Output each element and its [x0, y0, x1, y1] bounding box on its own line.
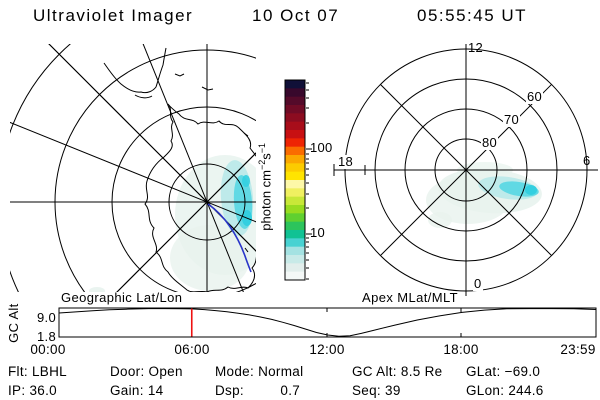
status-flt: Flt: LBHL [8, 364, 67, 379]
aurora-patch [242, 175, 250, 187]
app-title: Ultraviolet Imager [33, 6, 194, 25]
date-label: 10 Oct 07 [252, 6, 340, 25]
status-door: Door: Open [110, 364, 183, 379]
status-dsp: Dsp: 0.7 [215, 383, 301, 398]
xtick-1200: 12:00 [309, 342, 345, 357]
lat-80-label: 80 [481, 135, 499, 151]
status-mode: Mode: Normal [215, 364, 304, 379]
colorbar-unit-sup1: −2 [257, 159, 268, 170]
gcalt-ytick-9: 9.0 [37, 310, 56, 325]
colorbar-unit-mid: s [258, 153, 274, 160]
lat-70-label: 70 [503, 112, 521, 128]
status-gcalt: GC Alt: 8.5 Re [352, 364, 443, 379]
gcalt-ytick-1-8: 1.8 [37, 329, 56, 344]
aurora-patch [89, 287, 105, 292]
mlt-12-label: 12 [468, 40, 484, 55]
coastline [244, 247, 249, 253]
coastline [174, 73, 185, 77]
time-label: 05:55:45 UT [417, 6, 528, 25]
status-gain: Gain: 14 [110, 383, 164, 398]
xtick-0000: 00:00 [30, 342, 66, 357]
polar-caption: Apex MLat/MLT [362, 290, 458, 305]
gcalt-ylabel: GC Alt [5, 303, 21, 343]
status-seq: Seq: 39 [352, 383, 401, 398]
gc-alt-curve [58, 308, 596, 337]
colorbar [284, 79, 312, 281]
colorbar-tick-100: 100 [310, 140, 333, 155]
aurora-patch [525, 185, 537, 195]
colorbar-tick-10: 10 [310, 225, 326, 240]
lat-60-label: 60 [526, 89, 544, 105]
coastline [243, 132, 249, 137]
coastline [144, 103, 256, 292]
map-caption: Geographic Lat/Lon [61, 290, 183, 305]
colorbar-unit-sup2: −1 [257, 142, 268, 154]
xtick-0600: 06:00 [174, 342, 210, 357]
colorbar-unit-label: photon cm−2s−1 [257, 122, 274, 252]
colorbar-unit-pre: photon cm [258, 169, 274, 231]
gc-alt-plot [58, 307, 597, 338]
coastline [103, 47, 167, 94]
aurora-patch [170, 225, 250, 291]
xtick-2359: 23:59 [560, 342, 596, 357]
apex-polar-panel [333, 44, 598, 296]
mlt-6-label: 6 [583, 153, 591, 168]
status-glat: GLat: −69.0 [466, 364, 541, 379]
xtick-1800: 18:00 [443, 342, 479, 357]
aurora-patch [428, 212, 452, 228]
geographic-map-panel [10, 44, 256, 292]
status-glon: GLon: 244.6 [466, 383, 544, 398]
coastline [134, 94, 153, 99]
coastline [201, 86, 214, 91]
mlt-0-label: 0 [473, 276, 483, 292]
terminator-line [207, 203, 252, 273]
status-ip: IP: 36.0 [8, 383, 57, 398]
mlt-18-label: 18 [337, 154, 355, 170]
